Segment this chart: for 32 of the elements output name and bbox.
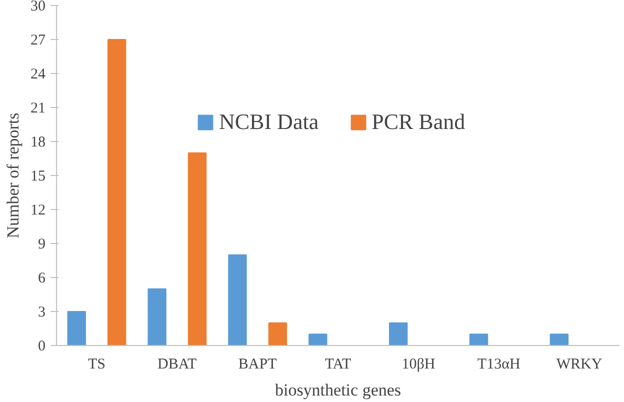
x-tick-label: BAPT — [238, 356, 277, 372]
bar — [148, 288, 166, 346]
legend-label: NCBI Data — [219, 109, 319, 135]
x-tick-label: TS — [88, 356, 106, 372]
x-tick-label: 10βH — [402, 356, 436, 372]
bar — [228, 254, 247, 346]
y-tick-label: 21 — [30, 100, 46, 116]
bar — [308, 334, 328, 346]
y-tick-label: 12 — [30, 202, 46, 218]
y-tick-label: 18 — [30, 134, 46, 150]
bar — [550, 334, 569, 346]
bar — [268, 322, 288, 346]
bar — [107, 39, 126, 346]
y-tick-label: 24 — [30, 66, 46, 82]
y-tick-label: 9 — [38, 236, 46, 252]
y-tick-label: 30 — [30, 0, 46, 14]
y-tick-label: 6 — [38, 270, 46, 286]
x-tick-label: DBAT — [158, 356, 197, 372]
y-tick-label: 3 — [38, 304, 46, 320]
y-axis-title: Number of reports — [4, 112, 22, 238]
x-tick-label: TAT — [324, 356, 352, 372]
legend-label: PCR Band — [372, 109, 466, 135]
x-tick-label: T13αH — [477, 356, 520, 372]
y-tick-label: 27 — [30, 32, 46, 48]
bar — [188, 152, 207, 346]
y-tick-label: 15 — [30, 168, 46, 184]
bar — [469, 334, 488, 346]
y-tick-label: 0 — [38, 338, 46, 354]
x-axis-title: biosynthetic genes — [274, 380, 402, 400]
x-tick-label: WRKY — [556, 356, 602, 372]
bar — [67, 311, 86, 346]
bar — [388, 322, 408, 346]
